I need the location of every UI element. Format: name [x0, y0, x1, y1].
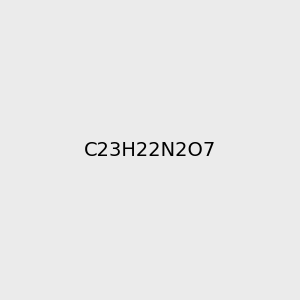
Text: C23H22N2O7: C23H22N2O7: [84, 140, 216, 160]
